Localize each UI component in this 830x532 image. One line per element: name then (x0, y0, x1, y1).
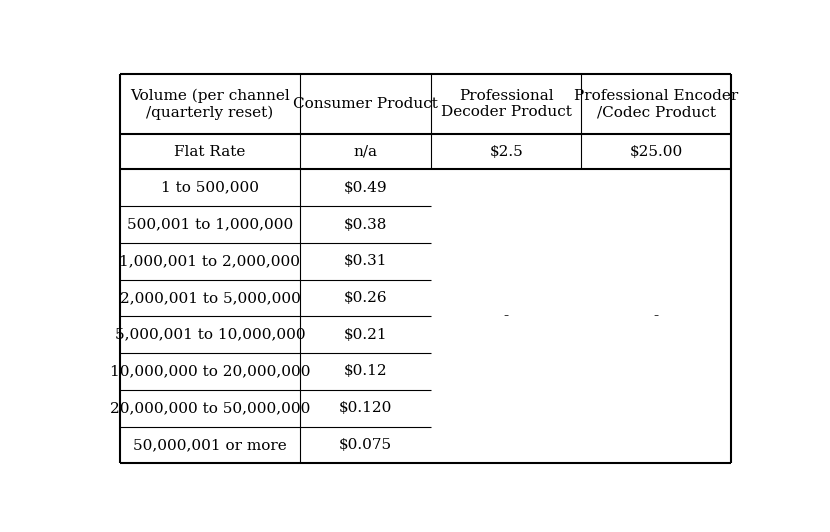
Text: 2,000,001 to 5,000,000: 2,000,001 to 5,000,000 (120, 291, 300, 305)
Text: -: - (653, 309, 659, 323)
Text: Volume (per channel
/quarterly reset): Volume (per channel /quarterly reset) (130, 89, 290, 120)
Text: Flat Rate: Flat Rate (174, 145, 246, 159)
Text: Professional
Decoder Product: Professional Decoder Product (441, 89, 572, 119)
Text: $0.31: $0.31 (344, 254, 388, 268)
Text: $0.120: $0.120 (339, 401, 393, 415)
Text: $0.38: $0.38 (344, 218, 388, 231)
Text: 20,000,000 to 50,000,000: 20,000,000 to 50,000,000 (110, 401, 310, 415)
Text: 500,001 to 1,000,000: 500,001 to 1,000,000 (127, 218, 293, 231)
Text: $0.49: $0.49 (344, 181, 388, 195)
Text: 1,000,001 to 2,000,000: 1,000,001 to 2,000,000 (120, 254, 300, 268)
Text: 1 to 500,000: 1 to 500,000 (161, 181, 259, 195)
Text: -: - (504, 309, 509, 323)
Text: n/a: n/a (354, 145, 378, 159)
Text: Consumer Product: Consumer Product (293, 97, 438, 111)
Text: $0.12: $0.12 (344, 364, 388, 378)
Text: $25.00: $25.00 (629, 145, 683, 159)
Text: $0.075: $0.075 (339, 438, 393, 452)
Text: $0.21: $0.21 (344, 328, 388, 342)
Text: 5,000,001 to 10,000,000: 5,000,001 to 10,000,000 (115, 328, 305, 342)
Text: 10,000,000 to 20,000,000: 10,000,000 to 20,000,000 (110, 364, 310, 378)
Text: 50,000,001 or more: 50,000,001 or more (133, 438, 287, 452)
Text: $2.5: $2.5 (490, 145, 523, 159)
Text: $0.26: $0.26 (344, 291, 388, 305)
Text: Professional Encoder
/Codec Product: Professional Encoder /Codec Product (574, 89, 738, 119)
